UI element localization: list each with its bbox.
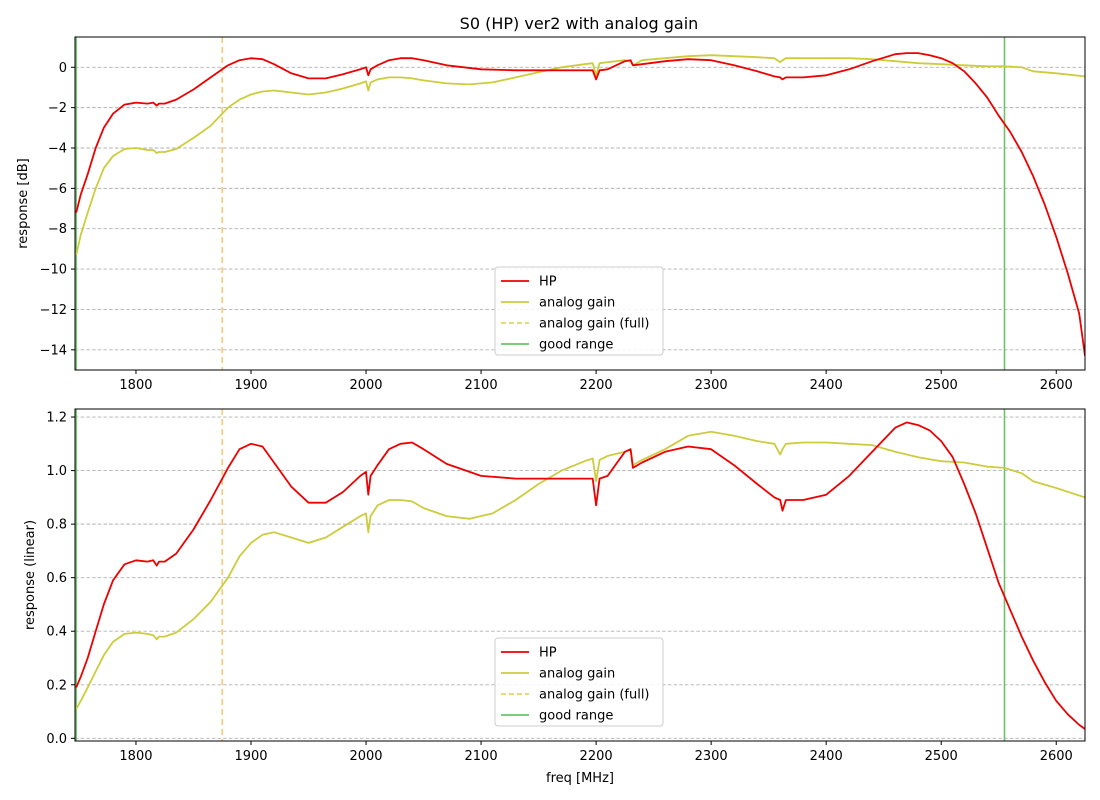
x-tick-label: 2400	[810, 749, 843, 764]
y-tick-label: 1.0	[46, 464, 67, 479]
y-tick-label: −4	[48, 142, 67, 157]
y-tick-label: 0.4	[46, 625, 67, 640]
x-tick-label: 2000	[349, 378, 382, 393]
y-tick-label: −10	[40, 263, 67, 278]
y-axis-label: response (linear)	[23, 520, 38, 630]
y-tick-label: 0	[59, 61, 67, 76]
x-tick-label: 2600	[1040, 378, 1073, 393]
x-tick-label: 1900	[234, 749, 267, 764]
y-tick-label: 0.6	[46, 571, 67, 586]
y-tick-label: −6	[48, 182, 67, 197]
legend-label: analog gain (full)	[539, 317, 650, 332]
series-hp-line	[75, 421, 1085, 730]
y-tick-label: −2	[48, 101, 67, 116]
x-tick-label: 2600	[1040, 749, 1073, 764]
y-tick-label: 0.0	[46, 732, 67, 747]
series-hp-line	[75, 52, 1085, 357]
x-tick-label: 2000	[349, 749, 382, 764]
x-tick-label: 1800	[119, 378, 152, 393]
x-tick-label: 2200	[580, 378, 613, 393]
y-tick-label: 0.2	[46, 678, 67, 693]
x-tick-label: 2400	[810, 378, 843, 393]
legend-label: good range	[539, 338, 613, 353]
x-tick-label: 2200	[580, 749, 613, 764]
y-axis-label: response [dB]	[16, 158, 31, 249]
figure-title: S0 (HP) ver2 with analog gain	[460, 14, 699, 33]
x-axis-label: freq [MHz]	[546, 771, 614, 786]
axes-frame	[74, 408, 1086, 742]
legend-box	[494, 637, 664, 727]
top-panel-db: 0 −2 −4 −6 −8 −10 −12 −14 1800 1900 2000 2100 2200 23…	[16, 36, 1086, 393]
x-tick-label: 2500	[925, 378, 958, 393]
y-tick-label: −12	[40, 303, 67, 318]
series-analog-gain-line	[75, 54, 1085, 256]
x-tick-label: 1800	[119, 749, 152, 764]
x-tick-label: 1900	[234, 378, 267, 393]
legend-label: analog gain	[539, 296, 615, 311]
legend-label: analog gain	[539, 667, 615, 682]
y-tick-label: 0.8	[46, 518, 67, 533]
y-tick-label: −14	[40, 343, 67, 358]
axes-frame	[74, 36, 1086, 371]
legend-box	[494, 266, 664, 356]
series-analog-gain-line	[75, 430, 1085, 710]
x-tick-label: 2100	[465, 378, 498, 393]
legend-label: analog gain (full)	[539, 688, 650, 703]
plot-area	[75, 409, 1085, 741]
x-tick-label: 2300	[695, 749, 728, 764]
y-tick-label: −8	[48, 222, 67, 237]
plot-area	[75, 37, 1085, 370]
bottom-panel-linear: 0.0 0.2 0.4 0.6 0.8 1.0 1.2 1800 1900 2000 2100 220…	[23, 408, 1086, 786]
x-tick-label: 2300	[695, 378, 728, 393]
y-tick-label: 1.2	[46, 411, 67, 426]
legend-label: HP	[539, 646, 557, 661]
legend-label: good range	[539, 709, 613, 724]
x-tick-label: 2500	[925, 749, 958, 764]
legend-label: HP	[539, 275, 557, 290]
x-tick-label: 2100	[465, 749, 498, 764]
